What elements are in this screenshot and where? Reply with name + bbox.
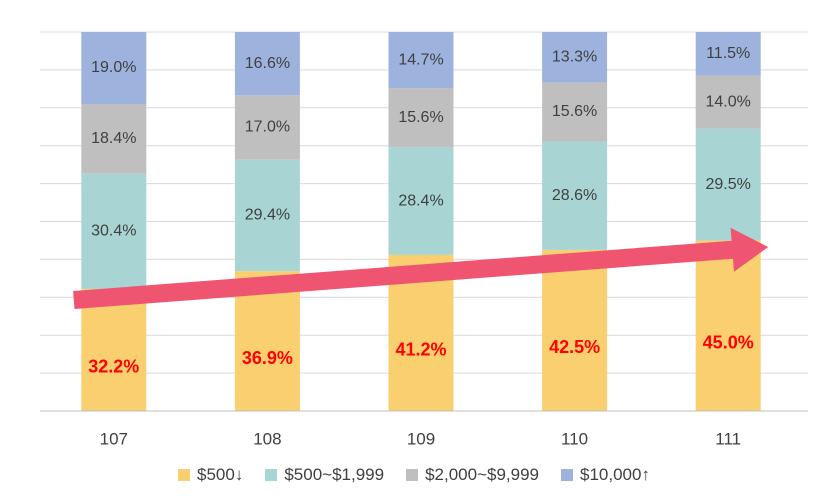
data-label: 41.2% bbox=[395, 340, 446, 360]
data-label: 45.0% bbox=[703, 332, 754, 352]
bar-segment bbox=[388, 32, 454, 89]
data-label: 36.9% bbox=[242, 348, 293, 368]
legend-swatch bbox=[561, 469, 574, 481]
data-label: 15.6% bbox=[398, 109, 443, 126]
x-axis-ticks: 107 108 109 110 111 bbox=[100, 429, 742, 448]
bar-segment bbox=[388, 88, 454, 148]
trend-arrow bbox=[73, 227, 769, 309]
legend-item: $2,000~$9,999 bbox=[406, 465, 539, 485]
data-label: 15.6% bbox=[552, 103, 597, 120]
stacked-bar-chart: 32.2% 30.4% 18.4% 19.0% 36.9% 29.4% 17.0% 16.6%… bbox=[40, 31, 808, 448]
data-label: 16.6% bbox=[245, 55, 290, 72]
data-label: 30.4% bbox=[91, 223, 136, 240]
data-label: 28.4% bbox=[398, 192, 443, 209]
data-label: 14.0% bbox=[706, 93, 751, 110]
bar-segment bbox=[234, 32, 300, 96]
bar-segment bbox=[695, 240, 761, 411]
legend-item: $10,000↑ bbox=[561, 465, 650, 485]
data-labels: 32.2% 30.4% 18.4% 19.0% 36.9% 29.4% 17.0% 16.6%… bbox=[88, 45, 753, 377]
chart-legend: $500↓ $500~$1,999 $2,000~$9,999 $10,000↑ bbox=[0, 460, 828, 490]
legend-swatch bbox=[265, 469, 278, 481]
bars bbox=[81, 32, 761, 411]
data-label: 17.0% bbox=[245, 119, 290, 136]
legend-label: $10,000↑ bbox=[580, 465, 650, 484]
x-tick-label: 109 bbox=[407, 429, 435, 448]
data-label: 29.4% bbox=[245, 207, 290, 224]
bar-segment bbox=[81, 104, 147, 174]
bar-segment bbox=[542, 141, 608, 250]
bar-segment bbox=[388, 147, 454, 255]
x-tick-label: 110 bbox=[561, 429, 588, 448]
legend-swatch bbox=[178, 469, 191, 481]
data-label: 28.6% bbox=[552, 187, 597, 204]
data-label: 11.5% bbox=[706, 45, 750, 62]
bar-segment bbox=[234, 95, 300, 160]
data-label: 29.5% bbox=[706, 176, 751, 193]
legend-item: $500~$1,999 bbox=[265, 465, 384, 485]
bar-segment bbox=[695, 32, 761, 76]
legend-label: $2,000~$9,999 bbox=[425, 465, 540, 484]
bar-segment bbox=[695, 75, 761, 129]
bar-segment bbox=[542, 249, 608, 411]
data-label: 13.3% bbox=[552, 48, 597, 65]
data-label: 14.7% bbox=[398, 51, 443, 68]
legend-label: $500~$1,999 bbox=[284, 465, 385, 484]
bar-segment bbox=[542, 82, 608, 142]
x-tick-label: 111 bbox=[715, 429, 741, 448]
x-tick-label: 108 bbox=[253, 429, 281, 448]
bar-segment bbox=[81, 288, 147, 411]
legend-label: $500↓ bbox=[197, 465, 244, 484]
bar-segment bbox=[695, 128, 761, 241]
bar-segment bbox=[81, 173, 147, 289]
x-tick-label: 107 bbox=[100, 429, 128, 448]
legend-swatch bbox=[406, 469, 419, 481]
bar-segment bbox=[542, 32, 608, 83]
data-label: 18.4% bbox=[91, 130, 136, 147]
data-label: 42.5% bbox=[549, 337, 600, 357]
data-label: 19.0% bbox=[91, 59, 136, 76]
legend-item: $500↓ bbox=[178, 465, 243, 485]
bar-segment bbox=[234, 159, 300, 272]
data-label: 32.2% bbox=[88, 357, 139, 377]
bar-segment bbox=[81, 32, 147, 105]
